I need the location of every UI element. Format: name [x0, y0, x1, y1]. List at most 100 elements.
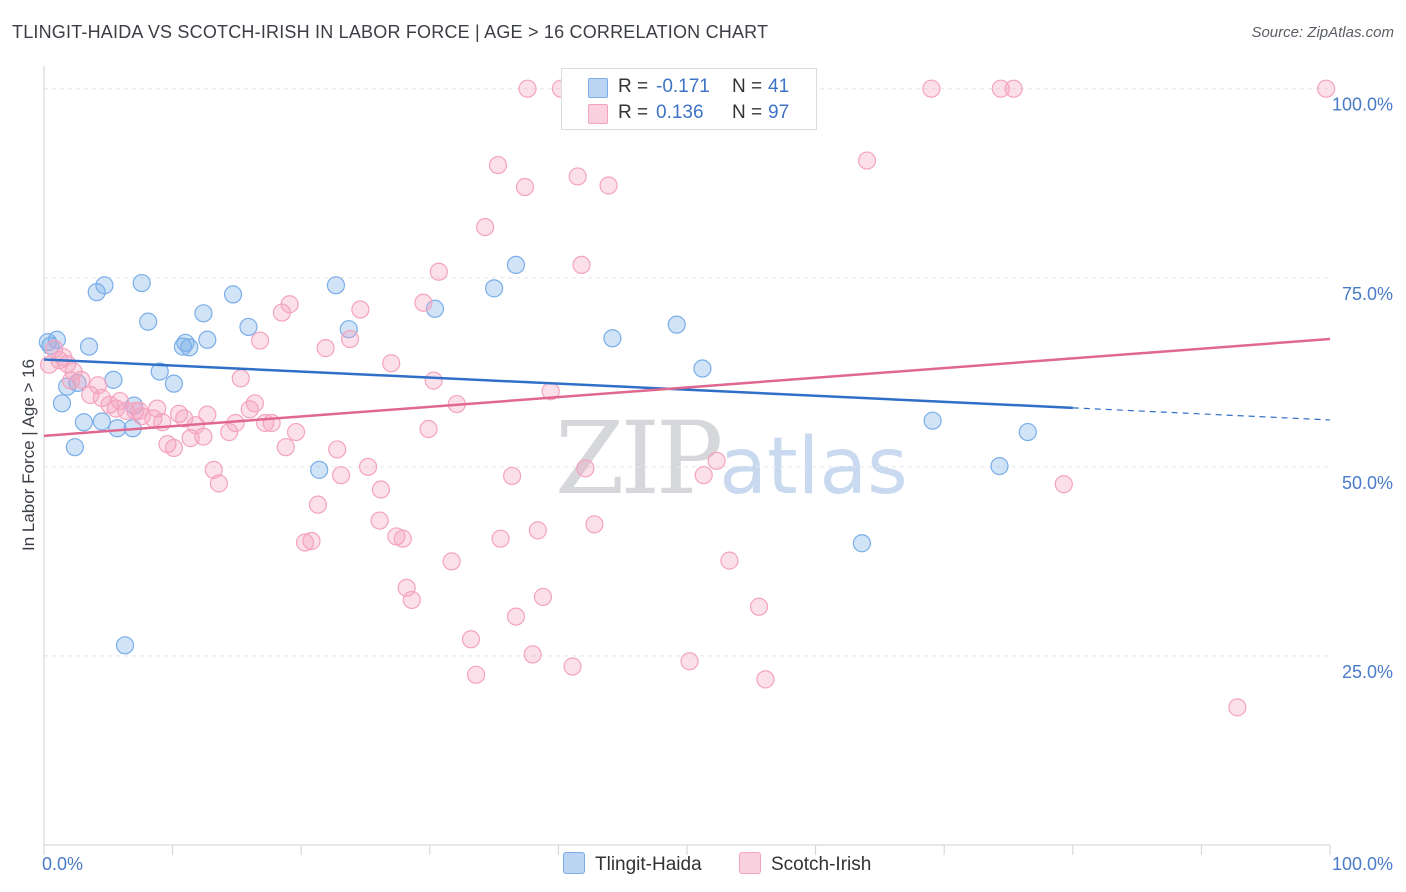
point-scotch-48 [331, 466, 351, 485]
point-scotch-96 [1054, 475, 1073, 494]
point-scotch-28 [198, 405, 217, 424]
point-tlingit-37 [923, 411, 942, 430]
point-tlingit-22 [180, 338, 199, 357]
point-scotch-71 [506, 607, 526, 626]
point-scotch-95 [1004, 79, 1023, 98]
bottom-legend-scotch: Scotch-Irish [739, 852, 871, 876]
point-scotch-19 [148, 399, 167, 418]
point-scotch-60 [419, 419, 438, 439]
point-scotch-35 [245, 394, 265, 413]
y-tick-label-1: 50.0% [1342, 473, 1393, 493]
legend-swatch-scotch [588, 104, 608, 124]
point-scotch-82 [576, 459, 595, 478]
point-scotch-89 [720, 551, 739, 570]
trend-lines [43, 337, 1331, 438]
legend-n-value: 97 [768, 102, 790, 123]
point-tlingit-24 [198, 330, 217, 349]
point-tlingit-8 [79, 337, 99, 356]
point-scotch-67 [475, 217, 495, 237]
point-tlingit-26 [239, 317, 258, 337]
point-scotch-88 [707, 451, 726, 470]
point-scotch-93 [922, 79, 941, 98]
point-tlingit-25 [223, 285, 243, 304]
point-scotch-13 [110, 391, 129, 411]
point-scotch-69 [491, 529, 510, 548]
point-tlingit-9 [87, 283, 106, 302]
point-scotch-7 [72, 370, 91, 389]
y-tick-label-2: 75.0% [1342, 284, 1393, 304]
point-scotch-61 [424, 371, 443, 390]
point-scotch-24 [175, 409, 194, 428]
point-tlingit-7 [74, 413, 93, 432]
legend-n-label: N = [732, 76, 763, 97]
legend-n-value: 41 [768, 76, 790, 97]
point-tlingit-28 [326, 276, 346, 295]
legend-r-value: 0.136 [656, 102, 704, 123]
point-scotch-17 [132, 407, 151, 426]
y-tick-label-0: 25.0% [1342, 662, 1393, 682]
axes [43, 66, 1331, 855]
trend-line-tlingit [43, 358, 1073, 410]
point-tlingit-39 [1018, 422, 1037, 442]
point-scotch-29 [204, 460, 223, 479]
point-scotch-31 [220, 422, 239, 442]
point-scotch-68 [488, 155, 508, 175]
point-scotch-83 [585, 515, 604, 534]
point-scotch-46 [316, 339, 335, 358]
point-tlingit-33 [603, 329, 622, 348]
point-scotch-65 [461, 630, 481, 649]
point-scotch-72 [515, 177, 535, 197]
point-tlingit-16 [132, 273, 151, 293]
bottom-legend-swatch-scotch [739, 852, 761, 874]
point-tlingit-27 [310, 460, 329, 479]
point-scotch-27 [194, 427, 213, 446]
point-scotch-42 [286, 422, 306, 442]
point-tlingit-32 [506, 255, 526, 275]
point-scotch-56 [393, 529, 412, 548]
trend-line-tlingit-extension [1072, 407, 1331, 421]
watermark-zip: ZIP [555, 400, 723, 517]
point-scotch-91 [756, 670, 775, 689]
point-scotch-40 [276, 438, 295, 457]
tick-labels: 25.0% 50.0% 75.0% 100.0% 0.0% 100.0% [42, 95, 1393, 874]
point-tlingit-18 [150, 362, 169, 381]
x-tick-label-end: 100.0% [1332, 854, 1393, 874]
point-scotch-47 [328, 440, 347, 459]
point-tlingit-13 [108, 419, 127, 438]
point-scotch-10 [92, 388, 111, 408]
point-tlingit-30 [425, 299, 445, 318]
point-scotch-70 [503, 466, 522, 486]
point-scotch-49 [340, 329, 360, 349]
bottom-legend-label-scotch: Scotch-Irish [771, 854, 872, 875]
point-scotch-79 [563, 657, 582, 676]
point-scotch-59 [414, 293, 433, 312]
point-scotch-57 [397, 578, 416, 597]
point-tlingit-40 [115, 636, 135, 655]
point-scotch-87 [694, 466, 713, 485]
point-tlingit-10 [92, 412, 111, 431]
point-scotch-36 [250, 331, 270, 350]
bottom-legend-tlingit: Tlingit-Haida [563, 852, 702, 876]
y-tick-label-3: 100.0% [1332, 95, 1393, 115]
point-tlingit-17 [139, 312, 158, 331]
point-tlingit-11 [95, 276, 114, 295]
point-tlingit-35 [693, 359, 712, 378]
point-scotch-66 [466, 665, 486, 684]
point-scotch-45 [308, 495, 328, 514]
point-scotch-80 [568, 167, 587, 186]
point-scotch-74 [523, 645, 542, 664]
point-scotch-43 [295, 533, 315, 552]
point-scotch-58 [402, 590, 421, 610]
point-scotch-54 [382, 354, 401, 373]
x-tick-label-start: 0.0% [42, 854, 83, 874]
legend-box: R = -0.171 N = 41 R = 0.136 N = 97 [561, 68, 817, 130]
point-scotch-90 [749, 597, 769, 616]
point-scotch-52 [370, 511, 389, 530]
point-scotch-76 [533, 587, 553, 607]
point-tlingit-12 [104, 370, 123, 389]
point-tlingit-19 [164, 374, 183, 393]
point-scotch-44 [302, 531, 321, 551]
point-tlingit-34 [667, 315, 686, 334]
point-scotch-50 [351, 300, 370, 319]
